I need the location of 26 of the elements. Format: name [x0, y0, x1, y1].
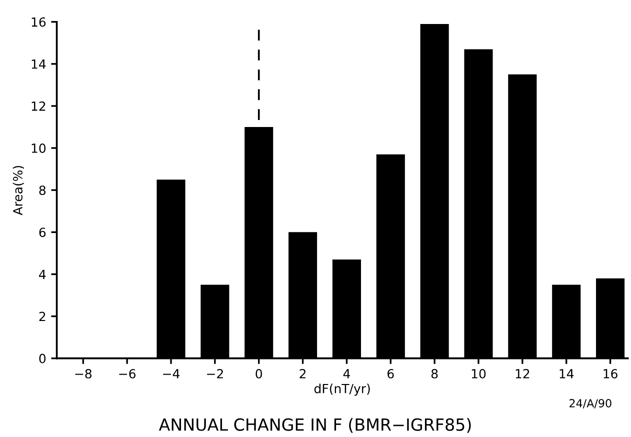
x-tick-label: −2 [207, 368, 223, 378]
text: 24/A/90 [570, 399, 612, 408]
x-tick-label: 2 [300, 368, 306, 378]
x-tick-label: 8 [431, 368, 438, 378]
y-tick-label: 2 [39, 312, 46, 322]
text: ANNUAL CHANGE IN F (BMR−IGRF85) [158, 418, 471, 433]
x-tick-label: 0 [256, 368, 262, 378]
x-axis-title: dF(nT/yr) [314, 384, 370, 396]
y-tick-label: 16 [32, 17, 46, 27]
y-tick-label: 8 [39, 186, 46, 196]
x-tick-label: 4 [343, 369, 350, 378]
y-tick-label: 12 [32, 101, 46, 111]
y-tick-label: 0 [39, 354, 46, 364]
x-tick-label: 12 [516, 368, 530, 378]
y-tick-label: 10 [32, 144, 46, 153]
x-tick-label: 10 [472, 368, 486, 378]
x-tick-label: 16 [604, 368, 618, 378]
y-tick-label: 4 [39, 270, 46, 279]
y-tick-label: 6 [39, 228, 46, 238]
x-tick-label: 6 [388, 368, 394, 378]
x-tick-label: −6 [119, 368, 136, 378]
x-tick-label: −4 [163, 369, 180, 378]
y-tick-label: 14 [32, 60, 46, 69]
x-tick-label: −8 [75, 368, 92, 378]
y-axis-title: Area(%) [12, 166, 24, 216]
x-tick-label: 14 [560, 369, 574, 378]
